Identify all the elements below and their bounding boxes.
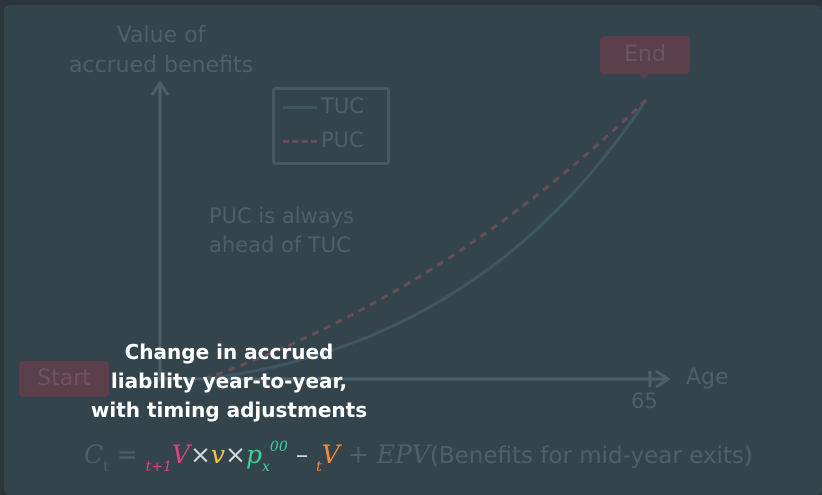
- x-axis-arrowhead: [655, 369, 671, 389]
- formula-term3-sup: 00: [269, 439, 288, 455]
- y-axis-label-line2: accrued benefits: [68, 53, 254, 78]
- formula-term1: V: [171, 440, 190, 469]
- formula-lhs-sub: t: [103, 459, 109, 475]
- formula-term3-sub: x: [262, 459, 270, 475]
- comparison-note-line2: ahead of TUC: [209, 233, 351, 257]
- legend: TUC PUC: [272, 87, 390, 165]
- formula-minus: –: [295, 440, 309, 469]
- y-axis-arrowhead: [150, 80, 170, 96]
- formula-epv-argument: (Benefits for mid-year exits): [429, 443, 753, 469]
- legend-label-puc: PUC: [321, 128, 364, 152]
- start-tag: Start: [19, 361, 109, 397]
- legend-label-tuc: TUC: [321, 94, 364, 118]
- formula-epv: EPV: [376, 440, 430, 469]
- formula-equals: =: [116, 440, 138, 469]
- formula-term4-sub: t: [316, 459, 322, 475]
- subtitle-caption: Change in accrued liability year-to-year…: [64, 338, 394, 425]
- formula-plus: +: [347, 440, 369, 469]
- formula-lhs: C: [84, 440, 104, 469]
- legend-swatch-puc: [283, 139, 317, 143]
- legend-item-tuc: TUC: [283, 94, 364, 118]
- formula-term4: V: [321, 440, 340, 469]
- legend-swatch-tuc: [283, 105, 317, 109]
- x-axis-tick-label: 65: [631, 389, 658, 413]
- formula-times-1: ×: [189, 440, 211, 469]
- formula-times-2: ×: [225, 440, 246, 469]
- caption-line2: liability year-to-year,: [110, 369, 348, 393]
- contribution-formula: Ct = t+1V×v×px00 – tV + EPV(Benefits for…: [84, 439, 753, 475]
- comparison-note: PUC is always ahead of TUC: [209, 202, 354, 260]
- y-axis-label: Value of accrued benefits: [56, 21, 266, 81]
- end-tag: End: [600, 36, 690, 74]
- formula-term2: v: [210, 440, 226, 469]
- slide-canvas: Value of accrued benefits TUC PUC PUC is…: [4, 5, 822, 495]
- y-axis-label-line1: Value of: [116, 23, 206, 48]
- caption-line1: Change in accrued: [124, 340, 334, 364]
- formula-term1-sub: t+1: [145, 459, 172, 475]
- puc-curve: [203, 98, 648, 381]
- formula-term3: p: [246, 440, 263, 469]
- accrual-plot: [150, 69, 671, 389]
- comparison-note-line1: PUC is always: [209, 204, 354, 228]
- caption-line3: with timing adjustments: [90, 398, 368, 422]
- x-axis-label: Age: [686, 365, 729, 390]
- tuc-curve: [203, 99, 648, 381]
- legend-item-puc: PUC: [283, 128, 364, 152]
